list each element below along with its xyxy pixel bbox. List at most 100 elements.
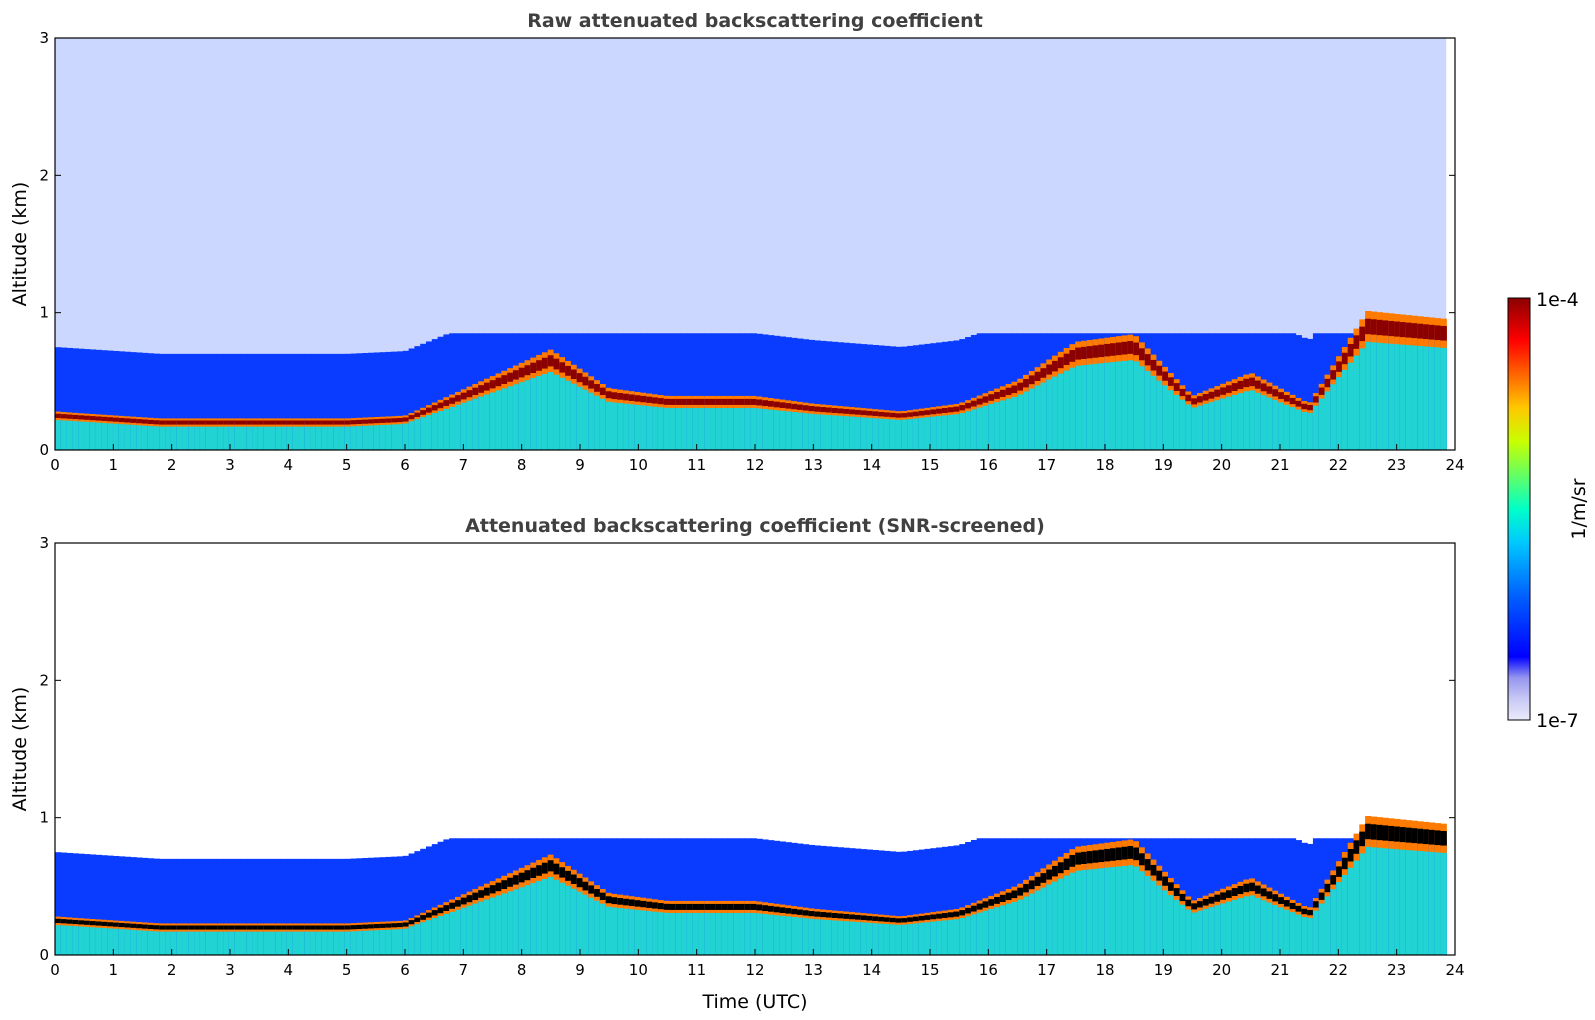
- heatmap-cell: [333, 930, 340, 955]
- heatmap-cell: [953, 845, 960, 955]
- heatmap-cell: [588, 896, 595, 955]
- heatmap-cell: [321, 930, 329, 955]
- heatmap-cell: [866, 915, 873, 921]
- heatmap-cell: [779, 907, 787, 913]
- colorbar-gradient: [1507, 297, 1531, 721]
- heatmap-cell: [541, 371, 549, 450]
- heatmap-cell: [883, 345, 891, 450]
- heatmap-cell: [1318, 902, 1326, 955]
- heatmap-cell: [1191, 333, 1198, 450]
- heatmap-cell: [1370, 339, 1378, 450]
- heatmap-cell: [988, 394, 995, 401]
- heatmap-cell: [744, 406, 752, 450]
- heatmap-cell: [228, 420, 236, 425]
- heatmap-cell: [159, 858, 166, 955]
- heatmap-cell: [1278, 392, 1285, 399]
- heatmap-cell: [663, 398, 671, 405]
- x-tick-label: 19: [1154, 456, 1173, 474]
- x-tick-label: 21: [1270, 961, 1289, 979]
- heatmap-cell: [918, 410, 926, 416]
- heatmap-cell: [849, 415, 856, 450]
- heatmap-cell: [1231, 383, 1239, 391]
- heatmap-cell: [408, 415, 416, 420]
- heatmap-cell: [269, 925, 276, 930]
- heatmap-cell: [982, 838, 989, 955]
- heatmap-cell: [1110, 359, 1117, 450]
- heatmap-cell: [327, 353, 334, 450]
- heatmap-cell: [756, 904, 763, 911]
- heatmap-cell: [721, 406, 729, 450]
- heatmap-cell: [605, 400, 613, 450]
- heatmap-cell: [1220, 902, 1227, 955]
- heatmap-cell: [710, 398, 717, 405]
- heatmap-cell: [310, 353, 317, 450]
- heatmap-cell: [368, 419, 375, 424]
- heatmap-cell: [72, 414, 79, 420]
- heatmap-cell: [1185, 394, 1192, 402]
- heatmap-cell: [368, 352, 375, 450]
- heatmap-cell: [507, 372, 514, 382]
- heatmap-cell: [512, 887, 520, 955]
- heatmap-cell: [611, 906, 618, 955]
- heatmap-cell: [466, 390, 473, 398]
- heatmap-cell: [727, 406, 734, 450]
- heatmap-cell: [1028, 880, 1036, 890]
- heatmap-cell: [831, 913, 839, 918]
- heatmap-cell: [1405, 322, 1413, 338]
- heatmap-cell: [1011, 890, 1018, 899]
- heatmap-cell: [1330, 875, 1337, 885]
- heatmap-cell: [1249, 893, 1256, 955]
- heatmap-cell: [976, 333, 984, 450]
- heatmap-cell: [124, 351, 131, 450]
- heatmap-cell: [431, 916, 439, 955]
- heatmap-cell: [205, 420, 213, 425]
- heatmap-cell: [872, 916, 879, 921]
- heatmap-cell: [368, 857, 375, 955]
- heatmap-cell: [704, 398, 711, 405]
- heatmap-cell: [391, 351, 398, 450]
- heatmap-cell: [715, 838, 723, 955]
- heatmap-cell: [199, 420, 207, 425]
- heatmap-cell: [547, 369, 555, 450]
- heatmap-cell: [1388, 320, 1395, 337]
- heatmap-cell: [947, 912, 955, 918]
- heatmap-cell: [443, 334, 450, 450]
- heatmap-cell: [124, 928, 131, 955]
- heatmap-cell: [89, 416, 97, 421]
- heatmap-cell: [153, 925, 160, 930]
- heatmap-cell: [669, 838, 676, 955]
- heatmap-cell: [721, 911, 729, 955]
- heatmap-cell: [970, 408, 978, 450]
- heatmap-cell: [1046, 377, 1053, 450]
- heatmap-cell: [118, 922, 126, 928]
- heatmap-cell: [756, 407, 763, 450]
- x-tick-label: 5: [342, 456, 352, 474]
- heatmap-cell: [640, 395, 647, 403]
- heatmap-cell: [588, 885, 595, 894]
- heatmap-cell: [252, 420, 259, 425]
- heatmap-cell: [698, 398, 705, 405]
- heatmap-cell: [1127, 341, 1134, 354]
- heatmap-cell: [1359, 326, 1366, 342]
- heatmap-cell: [1359, 831, 1366, 847]
- heatmap-cell: [310, 420, 317, 425]
- heatmap-cell: [820, 413, 827, 450]
- heatmap-cell: [1214, 398, 1221, 450]
- heatmap-cell: [1185, 908, 1192, 955]
- heatmap-cell: [878, 411, 885, 417]
- heatmap-cell: [825, 919, 833, 955]
- heatmap-cell: [1028, 891, 1036, 955]
- heatmap-cell: [385, 928, 392, 955]
- heatmap-cell: [304, 925, 311, 930]
- heatmap-cell: [1115, 358, 1123, 450]
- heatmap-cell: [240, 353, 247, 450]
- heatmap-cell: [402, 350, 410, 450]
- heatmap-cell: [854, 914, 862, 920]
- heatmap-cell: [901, 918, 908, 923]
- heatmap-cell: [1289, 405, 1297, 450]
- heatmap-cell: [1139, 363, 1146, 450]
- heatmap-cell: [379, 923, 387, 928]
- heatmap-cell: [1434, 830, 1442, 846]
- heatmap-cell: [188, 858, 195, 955]
- heatmap-cell: [368, 924, 375, 929]
